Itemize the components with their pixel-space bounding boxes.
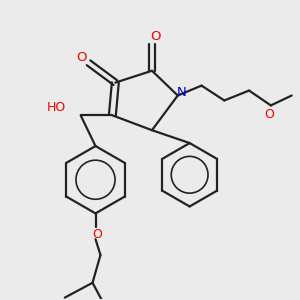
Text: O: O (93, 228, 102, 241)
Text: O: O (264, 108, 274, 121)
Text: HO: HO (46, 101, 66, 114)
Text: O: O (151, 30, 161, 43)
Text: O: O (76, 51, 87, 64)
Text: N: N (177, 86, 187, 99)
